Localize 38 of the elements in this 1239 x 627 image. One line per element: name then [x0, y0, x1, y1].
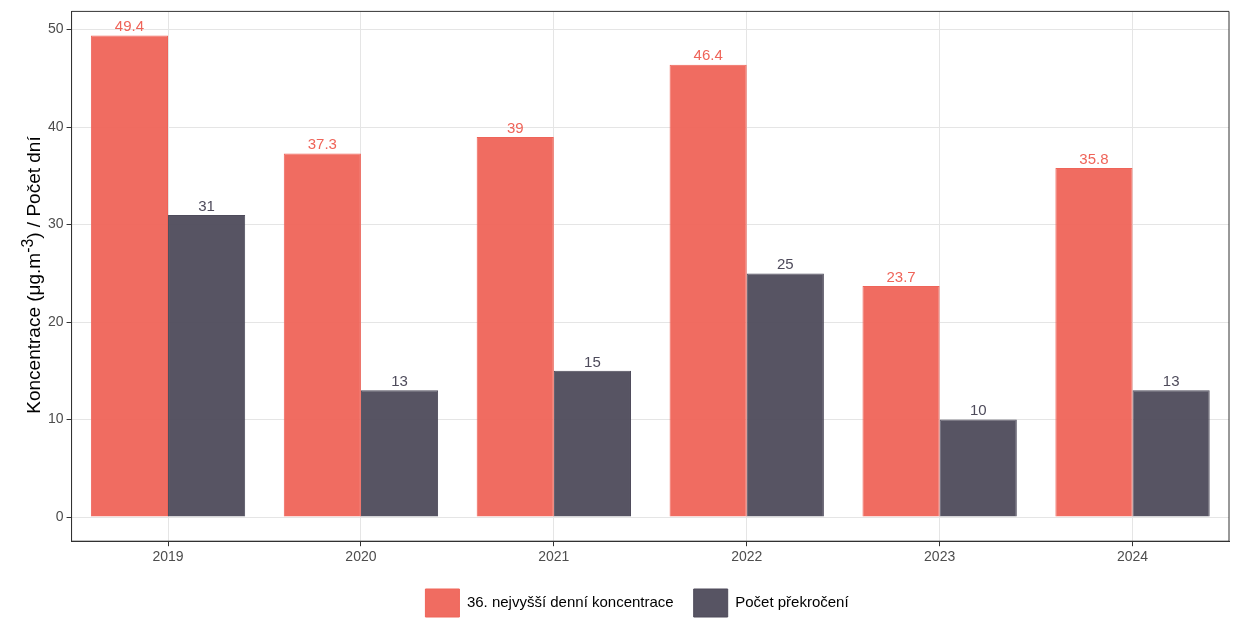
y-tick-label: 20 [47, 312, 64, 329]
bar [1132, 390, 1210, 517]
bar [90, 35, 169, 517]
legend-label: Počet překročení [735, 593, 850, 611]
data-label: 10 [969, 401, 987, 419]
bar [939, 419, 1017, 517]
data-label: 49.4 [114, 17, 145, 35]
data-label: 39 [506, 118, 524, 136]
x-tick-label: 2021 [538, 548, 570, 565]
x-tick-label: 2019 [152, 548, 184, 565]
bar [862, 286, 940, 517]
data-label: 15 [584, 352, 601, 370]
bar [746, 273, 824, 517]
data-label: 46.4 [693, 46, 723, 64]
bar [669, 64, 747, 517]
y-tick-label: 40 [47, 117, 64, 134]
bar [553, 370, 631, 517]
y-tick-label: 30 [47, 215, 64, 232]
x-tick-label: 2023 [924, 548, 956, 565]
y-tick-label: 0 [55, 507, 64, 524]
data-label: 25 [776, 255, 794, 273]
x-tick-label: 2022 [731, 548, 763, 565]
bar [283, 153, 361, 517]
data-label: 31 [198, 196, 215, 214]
bar [476, 136, 554, 517]
data-label: 13 [1162, 372, 1180, 390]
data-label: 35.8 [1079, 149, 1109, 167]
data-label: 37.3 [307, 135, 337, 153]
data-label: 13 [391, 372, 408, 390]
x-tick-label: 2020 [345, 548, 377, 565]
data-label: 23.7 [886, 267, 916, 285]
bar [360, 390, 439, 517]
bar [1055, 168, 1133, 517]
y-tick-label: 50 [47, 20, 64, 37]
bar [168, 214, 246, 517]
y-tick-label: 10 [47, 410, 64, 427]
legend-label: 36. nejvyšší denní koncentrace [466, 593, 674, 611]
x-tick-label: 2024 [1116, 548, 1149, 565]
